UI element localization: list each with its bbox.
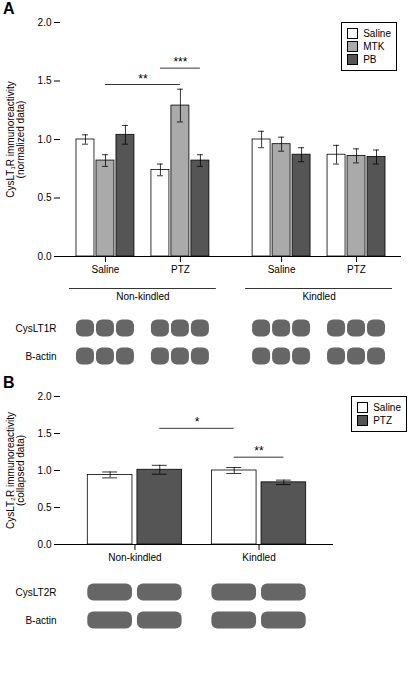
svg-text:Non-kindled: Non-kindled xyxy=(108,552,161,563)
svg-text:B-actin: B-actin xyxy=(25,615,56,626)
svg-text:2.0: 2.0 xyxy=(38,391,52,402)
svg-text:***: *** xyxy=(173,55,187,69)
svg-text:Saline: Saline xyxy=(92,264,120,275)
html-text:A: A xyxy=(3,0,15,17)
svg-text:0.5: 0.5 xyxy=(38,502,52,513)
html-text:Saline: Saline xyxy=(363,28,391,39)
svg-text:CysLT₁R immunoreactivity(norma: CysLT₁R immunoreactivity(normalized data… xyxy=(5,81,26,198)
svg-text:PTZ: PTZ xyxy=(347,264,366,275)
svg-text:PTZ: PTZ xyxy=(171,264,190,275)
svg-text:CysLT2R: CysLT2R xyxy=(16,587,57,598)
svg-text:Saline: Saline xyxy=(268,264,296,275)
svg-text:**: ** xyxy=(254,444,264,458)
svg-text:**: ** xyxy=(138,72,148,86)
svg-text:0.5: 0.5 xyxy=(38,192,52,203)
svg-text:*: * xyxy=(195,415,200,429)
html-text:PTZ: PTZ xyxy=(373,415,393,426)
svg-text:0.0: 0.0 xyxy=(38,251,52,262)
html-text:PB: PB xyxy=(363,54,377,65)
svg-text:CysLT₂R immunoreactivity(colla: CysLT₂R immunoreactivity(collapsed data) xyxy=(5,412,26,529)
svg-text:0.0: 0.0 xyxy=(38,539,52,550)
svg-text:Kindled: Kindled xyxy=(242,552,275,563)
html-text:B: B xyxy=(3,374,15,391)
svg-text:Non-kindled: Non-kindled xyxy=(116,291,169,302)
svg-text:CysLT1R: CysLT1R xyxy=(16,323,57,334)
svg-text:1.0: 1.0 xyxy=(38,134,52,145)
svg-text:Kindled: Kindled xyxy=(302,291,335,302)
svg-text:1.0: 1.0 xyxy=(38,465,52,476)
html-text:Saline: Saline xyxy=(373,402,401,413)
svg-text:1.5: 1.5 xyxy=(38,75,52,86)
svg-text:2.0: 2.0 xyxy=(38,17,52,28)
html-text:MTK: MTK xyxy=(363,41,385,52)
svg-text:1.5: 1.5 xyxy=(38,428,52,439)
svg-text:B-actin: B-actin xyxy=(25,351,56,362)
